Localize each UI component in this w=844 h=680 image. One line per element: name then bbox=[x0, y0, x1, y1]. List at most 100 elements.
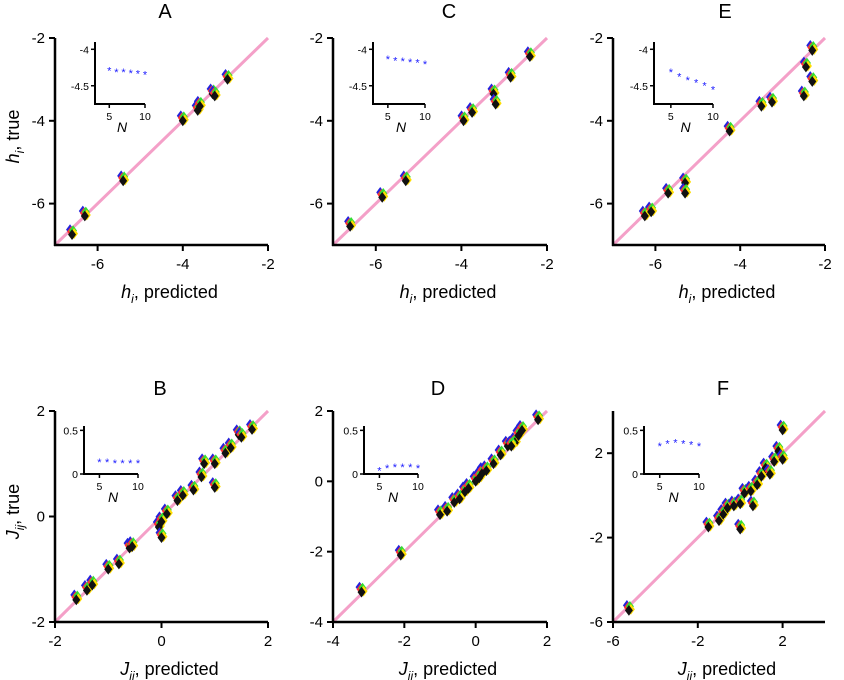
data-point bbox=[763, 463, 776, 480]
inset-x-tick-label: 10 bbox=[139, 111, 151, 123]
x-label-subscript: i bbox=[689, 292, 692, 306]
point-marker bbox=[357, 586, 366, 598]
inset-x-tick-label: 10 bbox=[132, 481, 144, 493]
data-point bbox=[208, 477, 221, 493]
x-label-subscript: i bbox=[410, 292, 413, 306]
data-point bbox=[746, 495, 759, 512]
data-point bbox=[246, 419, 259, 435]
point-marker bbox=[647, 206, 656, 218]
x-tick-label: -2 bbox=[540, 256, 553, 273]
data-point bbox=[797, 85, 810, 102]
inset-x-axis-label: N bbox=[388, 489, 399, 505]
point-marker bbox=[740, 487, 749, 499]
x-label-text: , predicted bbox=[691, 282, 775, 302]
x-label-text: , predicted bbox=[692, 659, 776, 679]
inset-star-marker: * bbox=[416, 463, 421, 475]
inset-star-marker: * bbox=[681, 439, 686, 451]
inset-x-tick-label: 5 bbox=[668, 111, 674, 123]
x-tick-label: -4 bbox=[326, 633, 339, 650]
point-marker bbox=[506, 71, 515, 83]
inset-y-tick-label: 0 bbox=[352, 469, 358, 481]
point-marker bbox=[248, 424, 257, 435]
point-marker bbox=[210, 482, 219, 493]
data-point bbox=[504, 66, 517, 83]
y-tick-label: -6 bbox=[590, 614, 603, 631]
y-tick-label: -2 bbox=[310, 30, 323, 47]
data-point bbox=[376, 186, 389, 203]
point-marker bbox=[464, 482, 473, 494]
y-tick-label: -6 bbox=[310, 196, 323, 213]
point-marker bbox=[80, 210, 89, 222]
y-label-symbol: h bbox=[3, 153, 23, 163]
inset-y-tick-label: 0.5 bbox=[343, 425, 358, 437]
inset-star-marker: * bbox=[385, 463, 390, 475]
point-marker bbox=[778, 424, 787, 436]
y-axis-label: hi, true bbox=[3, 110, 27, 164]
x-tick-label: -6 bbox=[649, 256, 662, 273]
inset-x-axis-label: N bbox=[117, 119, 128, 135]
inset-star-marker: * bbox=[697, 441, 702, 453]
x-label-text: , predicted bbox=[134, 282, 218, 302]
x-label-text: , predicted bbox=[412, 282, 496, 302]
inset-star-marker: * bbox=[669, 67, 674, 79]
y-label-symbol: J bbox=[3, 529, 23, 540]
x-tick-label: -4 bbox=[455, 256, 468, 273]
data-point bbox=[806, 71, 819, 87]
point-marker bbox=[482, 465, 491, 477]
inset-star-marker: * bbox=[105, 457, 110, 469]
inset-star-marker: * bbox=[423, 59, 428, 71]
point-marker bbox=[799, 90, 808, 102]
x-label-symbol: h bbox=[400, 282, 410, 302]
inset-star-marker: * bbox=[658, 441, 663, 453]
data-point bbox=[734, 518, 747, 535]
data-point bbox=[679, 182, 692, 199]
inset-star-marker: * bbox=[393, 462, 398, 474]
point-marker bbox=[496, 449, 505, 461]
data-point bbox=[208, 85, 221, 102]
data-point bbox=[806, 40, 819, 56]
y-tick-label: -4 bbox=[310, 113, 323, 130]
inset-star-marker: * bbox=[128, 458, 133, 470]
point-marker bbox=[443, 505, 452, 517]
point-marker bbox=[808, 76, 817, 87]
point-marker bbox=[518, 424, 527, 436]
point-marker bbox=[346, 220, 355, 232]
inset-y-tick-label: -4.5 bbox=[630, 81, 648, 93]
point-marker bbox=[736, 523, 745, 535]
x-tick-label: 2 bbox=[264, 633, 272, 650]
x-label-subscript: ij bbox=[129, 669, 135, 680]
y-tick-label: -2 bbox=[32, 614, 45, 631]
point-marker bbox=[729, 500, 738, 512]
data-point bbox=[532, 409, 545, 426]
inset-x-tick-label: 5 bbox=[377, 481, 383, 493]
x-tick-label: -2 bbox=[48, 633, 61, 650]
point-marker bbox=[765, 468, 774, 480]
data-point bbox=[176, 485, 189, 501]
x-tick-label: 0 bbox=[471, 633, 479, 650]
y-tick-label: 0 bbox=[37, 509, 45, 526]
point-marker bbox=[768, 96, 776, 108]
x-label-subscript: ij bbox=[408, 669, 414, 680]
point-marker bbox=[491, 98, 500, 110]
inset-chart: 5 10-4-4.5N* * * * * * bbox=[349, 42, 431, 135]
point-marker bbox=[459, 115, 468, 127]
point-marker bbox=[770, 456, 779, 468]
data-point bbox=[235, 426, 248, 443]
point-marker bbox=[746, 485, 755, 497]
data-point bbox=[466, 102, 479, 118]
point-marker bbox=[210, 458, 219, 470]
y-tick-label: 2 bbox=[37, 403, 45, 420]
inset-x-tick-label: 5 bbox=[97, 481, 103, 493]
y-tick-label: 0 bbox=[315, 473, 323, 490]
inset-star-marker: * bbox=[136, 458, 141, 470]
inset-star-marker: * bbox=[107, 66, 112, 78]
y-tick-label: -4 bbox=[590, 113, 603, 130]
data-point bbox=[78, 205, 91, 222]
data-point bbox=[702, 516, 715, 533]
data-point bbox=[723, 120, 736, 137]
x-label-subscript: ij bbox=[687, 669, 693, 680]
point-marker bbox=[753, 479, 762, 491]
inset-star-marker: * bbox=[143, 69, 148, 81]
